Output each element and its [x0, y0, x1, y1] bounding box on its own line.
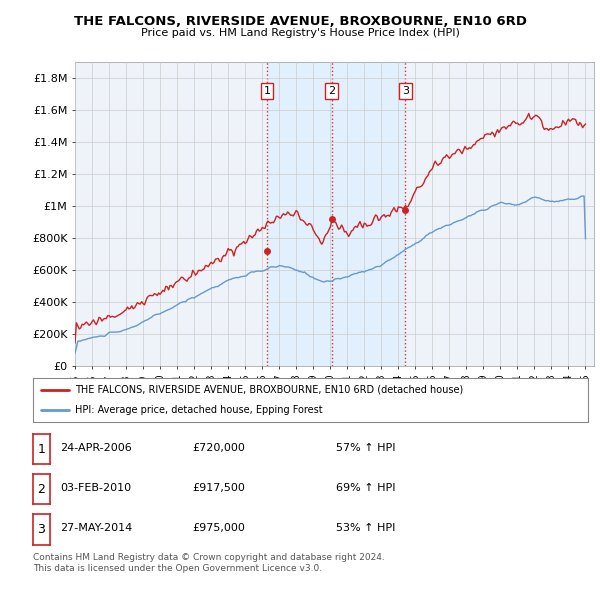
Text: 3: 3	[402, 86, 409, 96]
Text: £720,000: £720,000	[192, 443, 245, 453]
Bar	[267, 62, 332, 366]
Text: £975,000: £975,000	[192, 523, 245, 533]
Text: 3: 3	[37, 523, 46, 536]
Text: 53% ↑ HPI: 53% ↑ HPI	[336, 523, 395, 533]
Text: 57% ↑ HPI: 57% ↑ HPI	[336, 443, 395, 453]
Bar	[332, 62, 405, 366]
Text: 69% ↑ HPI: 69% ↑ HPI	[336, 483, 395, 493]
Text: Price paid vs. HM Land Registry's House Price Index (HPI): Price paid vs. HM Land Registry's House …	[140, 28, 460, 38]
Text: 27-MAY-2014: 27-MAY-2014	[60, 523, 132, 533]
Text: THE FALCONS, RIVERSIDE AVENUE, BROXBOURNE, EN10 6RD (detached house): THE FALCONS, RIVERSIDE AVENUE, BROXBOURN…	[74, 385, 463, 395]
Text: HPI: Average price, detached house, Epping Forest: HPI: Average price, detached house, Eppi…	[74, 405, 322, 415]
Text: 24-APR-2006: 24-APR-2006	[60, 443, 132, 453]
Text: 2: 2	[37, 483, 46, 496]
Text: 1: 1	[263, 86, 271, 96]
Text: THE FALCONS, RIVERSIDE AVENUE, BROXBOURNE, EN10 6RD: THE FALCONS, RIVERSIDE AVENUE, BROXBOURN…	[74, 15, 527, 28]
Text: 2: 2	[328, 86, 335, 96]
Text: £917,500: £917,500	[192, 483, 245, 493]
Text: 03-FEB-2010: 03-FEB-2010	[60, 483, 131, 493]
Text: 1: 1	[37, 442, 46, 456]
Text: Contains HM Land Registry data © Crown copyright and database right 2024.
This d: Contains HM Land Registry data © Crown c…	[33, 553, 385, 573]
